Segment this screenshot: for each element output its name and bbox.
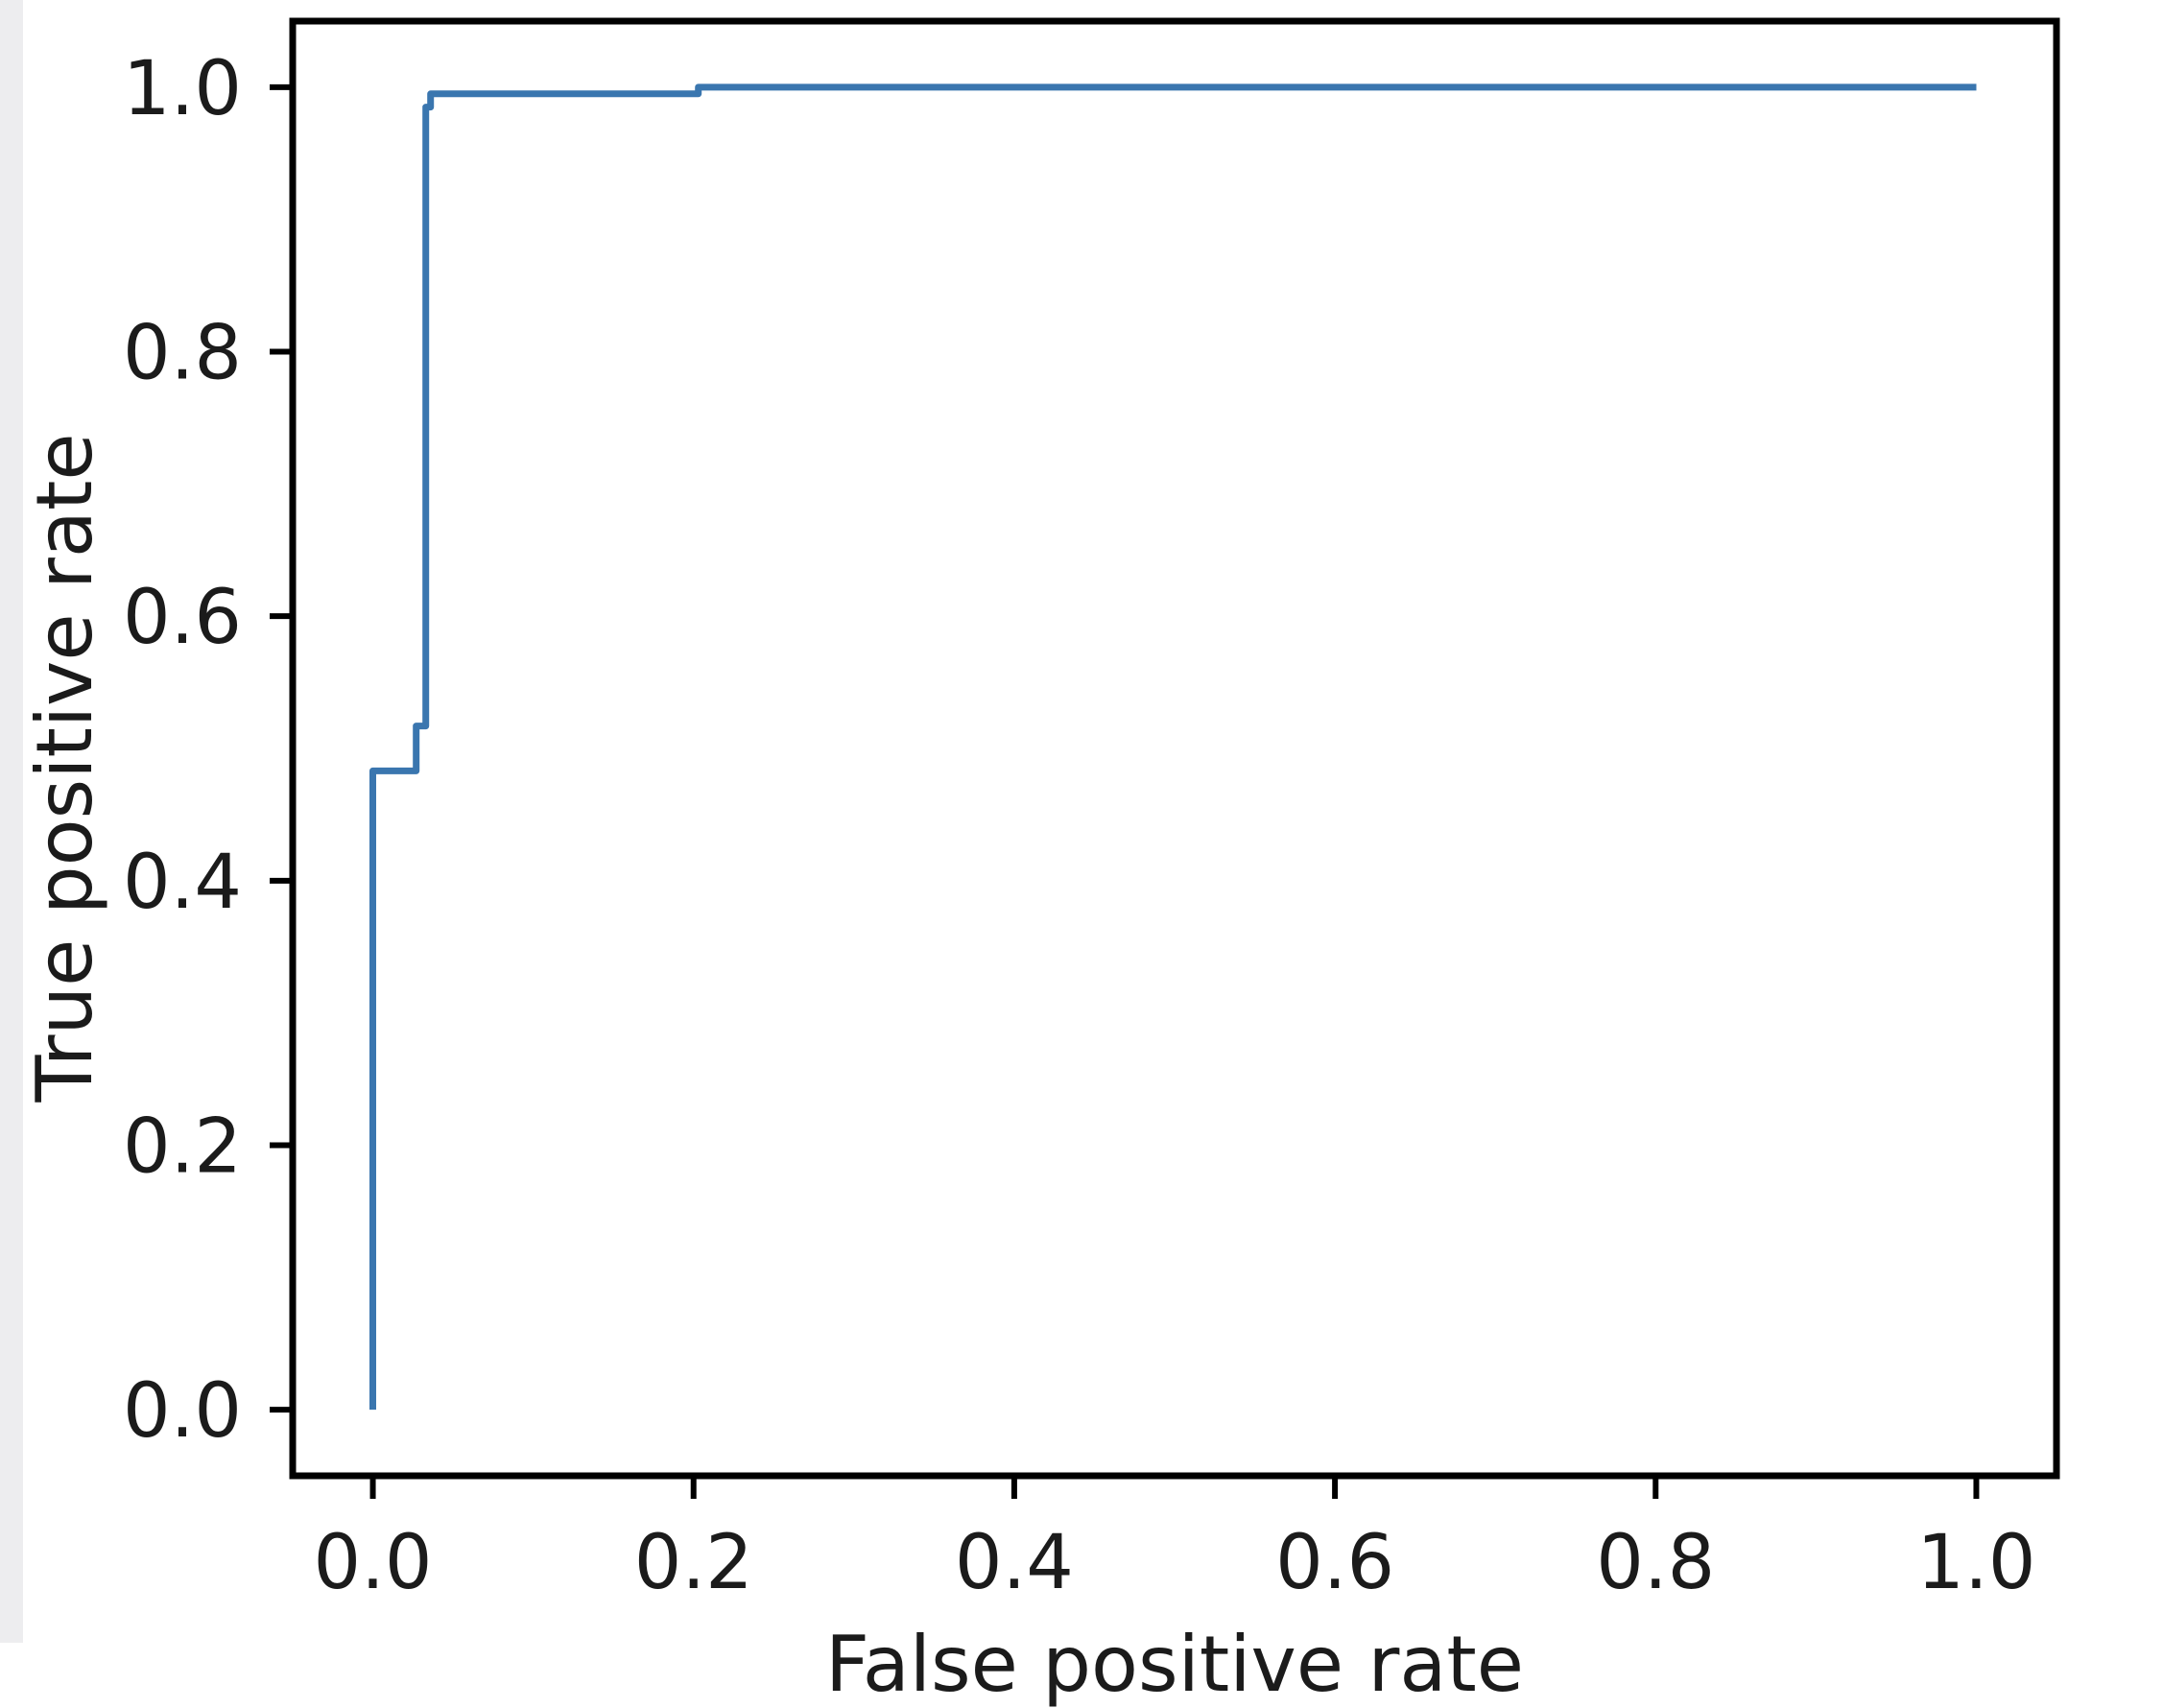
x-tick-label: 0.4: [955, 1520, 1074, 1606]
x-tick-label: 0.0: [314, 1520, 433, 1606]
x-tick-label: 0.6: [1275, 1520, 1394, 1606]
y-axis-label: True positive rate: [20, 433, 109, 1103]
x-tick-label: 0.2: [634, 1520, 753, 1606]
y-tick-label: 1.0: [123, 46, 242, 132]
axes-background: [293, 21, 2056, 1476]
x-tick-label: 1.0: [1916, 1520, 2035, 1606]
y-tick-label: 0.8: [123, 311, 242, 397]
x-tick-label: 0.8: [1596, 1520, 1715, 1606]
y-tick-label: 0.2: [123, 1103, 242, 1190]
y-tick-label: 0.6: [123, 575, 242, 661]
y-tick-label: 0.4: [123, 840, 242, 926]
tick-labels: 0.0 0.2 0.4 0.6 0.8 1.0 0.0 0.2 0.4 0.6 0.8 1.0: [123, 46, 2036, 1606]
y-tick-label: 0.0: [123, 1368, 242, 1455]
left-gutter: [0, 0, 23, 1643]
axes-frame: [289, 17, 2060, 1480]
roc-curve-line: [369, 83, 1977, 1411]
roc-curve-series: [369, 83, 1977, 1411]
x-axis-label: False positive rate: [825, 1620, 1524, 1708]
tick-marks: [270, 83, 1980, 1499]
